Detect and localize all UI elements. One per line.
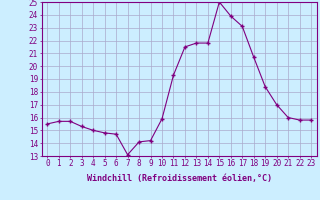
X-axis label: Windchill (Refroidissement éolien,°C): Windchill (Refroidissement éolien,°C): [87, 174, 272, 183]
